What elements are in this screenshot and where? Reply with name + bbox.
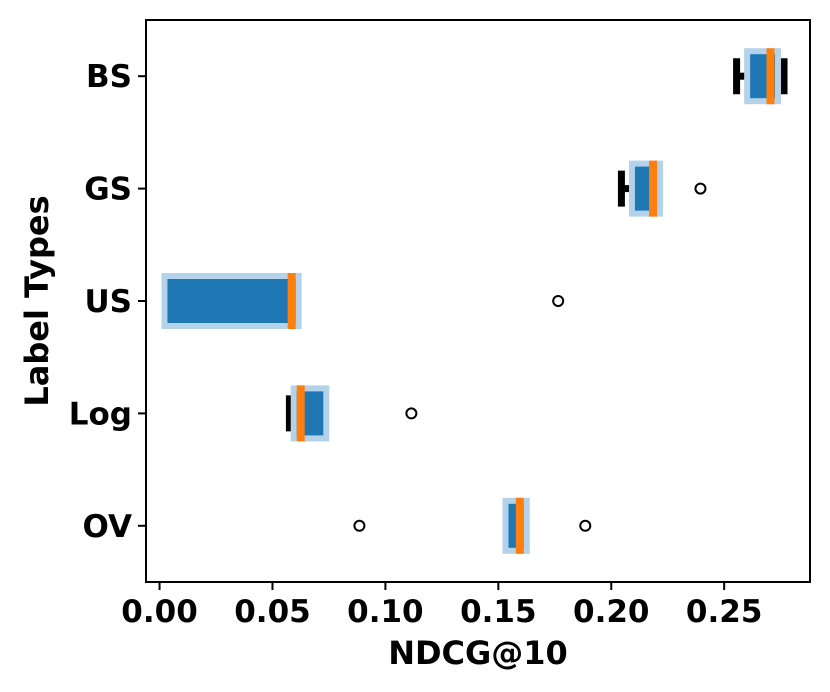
axis-layer: BS GS US Log OV 0.00 0.05 0.10 0.15 0.20 0.25 — [69, 59, 763, 630]
y-axis-title: Label Types — [18, 195, 56, 406]
box-us — [167, 279, 296, 323]
outlier-log-0 — [405, 407, 418, 420]
y-tick-label-bs: BS — [86, 59, 132, 95]
x-tick-label-5: 0.25 — [686, 594, 763, 630]
y-tick-label-ov: OV — [82, 509, 132, 545]
outlier-ov-1 — [579, 519, 592, 532]
x-tick-label-4: 0.20 — [573, 594, 650, 630]
x-tick-label-1: 0.05 — [234, 594, 311, 630]
y-tick-label-us: US — [85, 284, 133, 320]
x-tick-label-3: 0.15 — [460, 594, 537, 630]
y-tick-label-log: Log — [69, 396, 132, 432]
outlier-gs-0 — [694, 182, 707, 195]
x-axis-title: NDCG@10 — [388, 634, 568, 672]
y-tick-label-gs: GS — [84, 172, 132, 208]
x-tick-label-2: 0.10 — [347, 594, 424, 630]
outlier-ov-0 — [353, 519, 366, 532]
x-tick-label-0: 0.00 — [121, 594, 198, 630]
outlier-us-0 — [552, 295, 565, 307]
plot-layer — [161, 48, 788, 554]
